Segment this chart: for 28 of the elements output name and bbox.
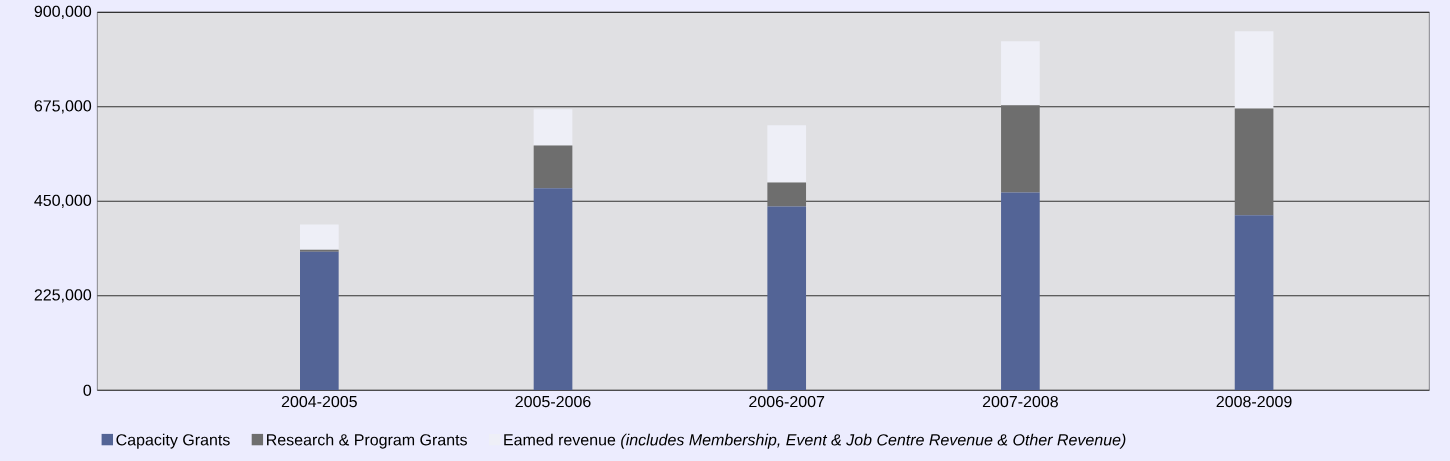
- bar: [300, 251, 339, 391]
- x-tick-label: 2007-2008: [982, 395, 1058, 408]
- bar: [767, 182, 807, 207]
- bar: [300, 249, 339, 252]
- x-tick-label: 2004-2005: [281, 395, 357, 408]
- bar: [1001, 192, 1040, 391]
- bar: [1001, 105, 1040, 193]
- x-tick-label: 2008-2009: [1216, 395, 1292, 408]
- x-tick-label: 2006-2007: [749, 395, 825, 408]
- bar: [1234, 108, 1274, 216]
- bar: [1234, 215, 1274, 391]
- bar: [533, 145, 573, 189]
- bar: [767, 206, 807, 391]
- y-tick-label: 225,000: [34, 289, 92, 303]
- legend-label: Capacity Grants: [116, 433, 230, 449]
- bar: [300, 224, 339, 250]
- y-tick-label: 675,000: [34, 100, 92, 114]
- x-tick-label: 2005-2006: [515, 395, 591, 408]
- y-tick-label: 900,000: [34, 5, 92, 19]
- bar: [533, 188, 573, 391]
- bar: [1234, 31, 1274, 109]
- legend-label: Eamed revenue (includes Membership, Event & Job Centre Revenue & Other Revenue): [504, 433, 1126, 449]
- y-tick-label: 450,000: [34, 194, 92, 208]
- bar: [533, 109, 573, 146]
- bar: [767, 125, 807, 183]
- legend-label: Research & Program Grants: [267, 433, 467, 449]
- bar: [1001, 41, 1040, 106]
- y-tick-label: 0: [83, 384, 92, 396]
